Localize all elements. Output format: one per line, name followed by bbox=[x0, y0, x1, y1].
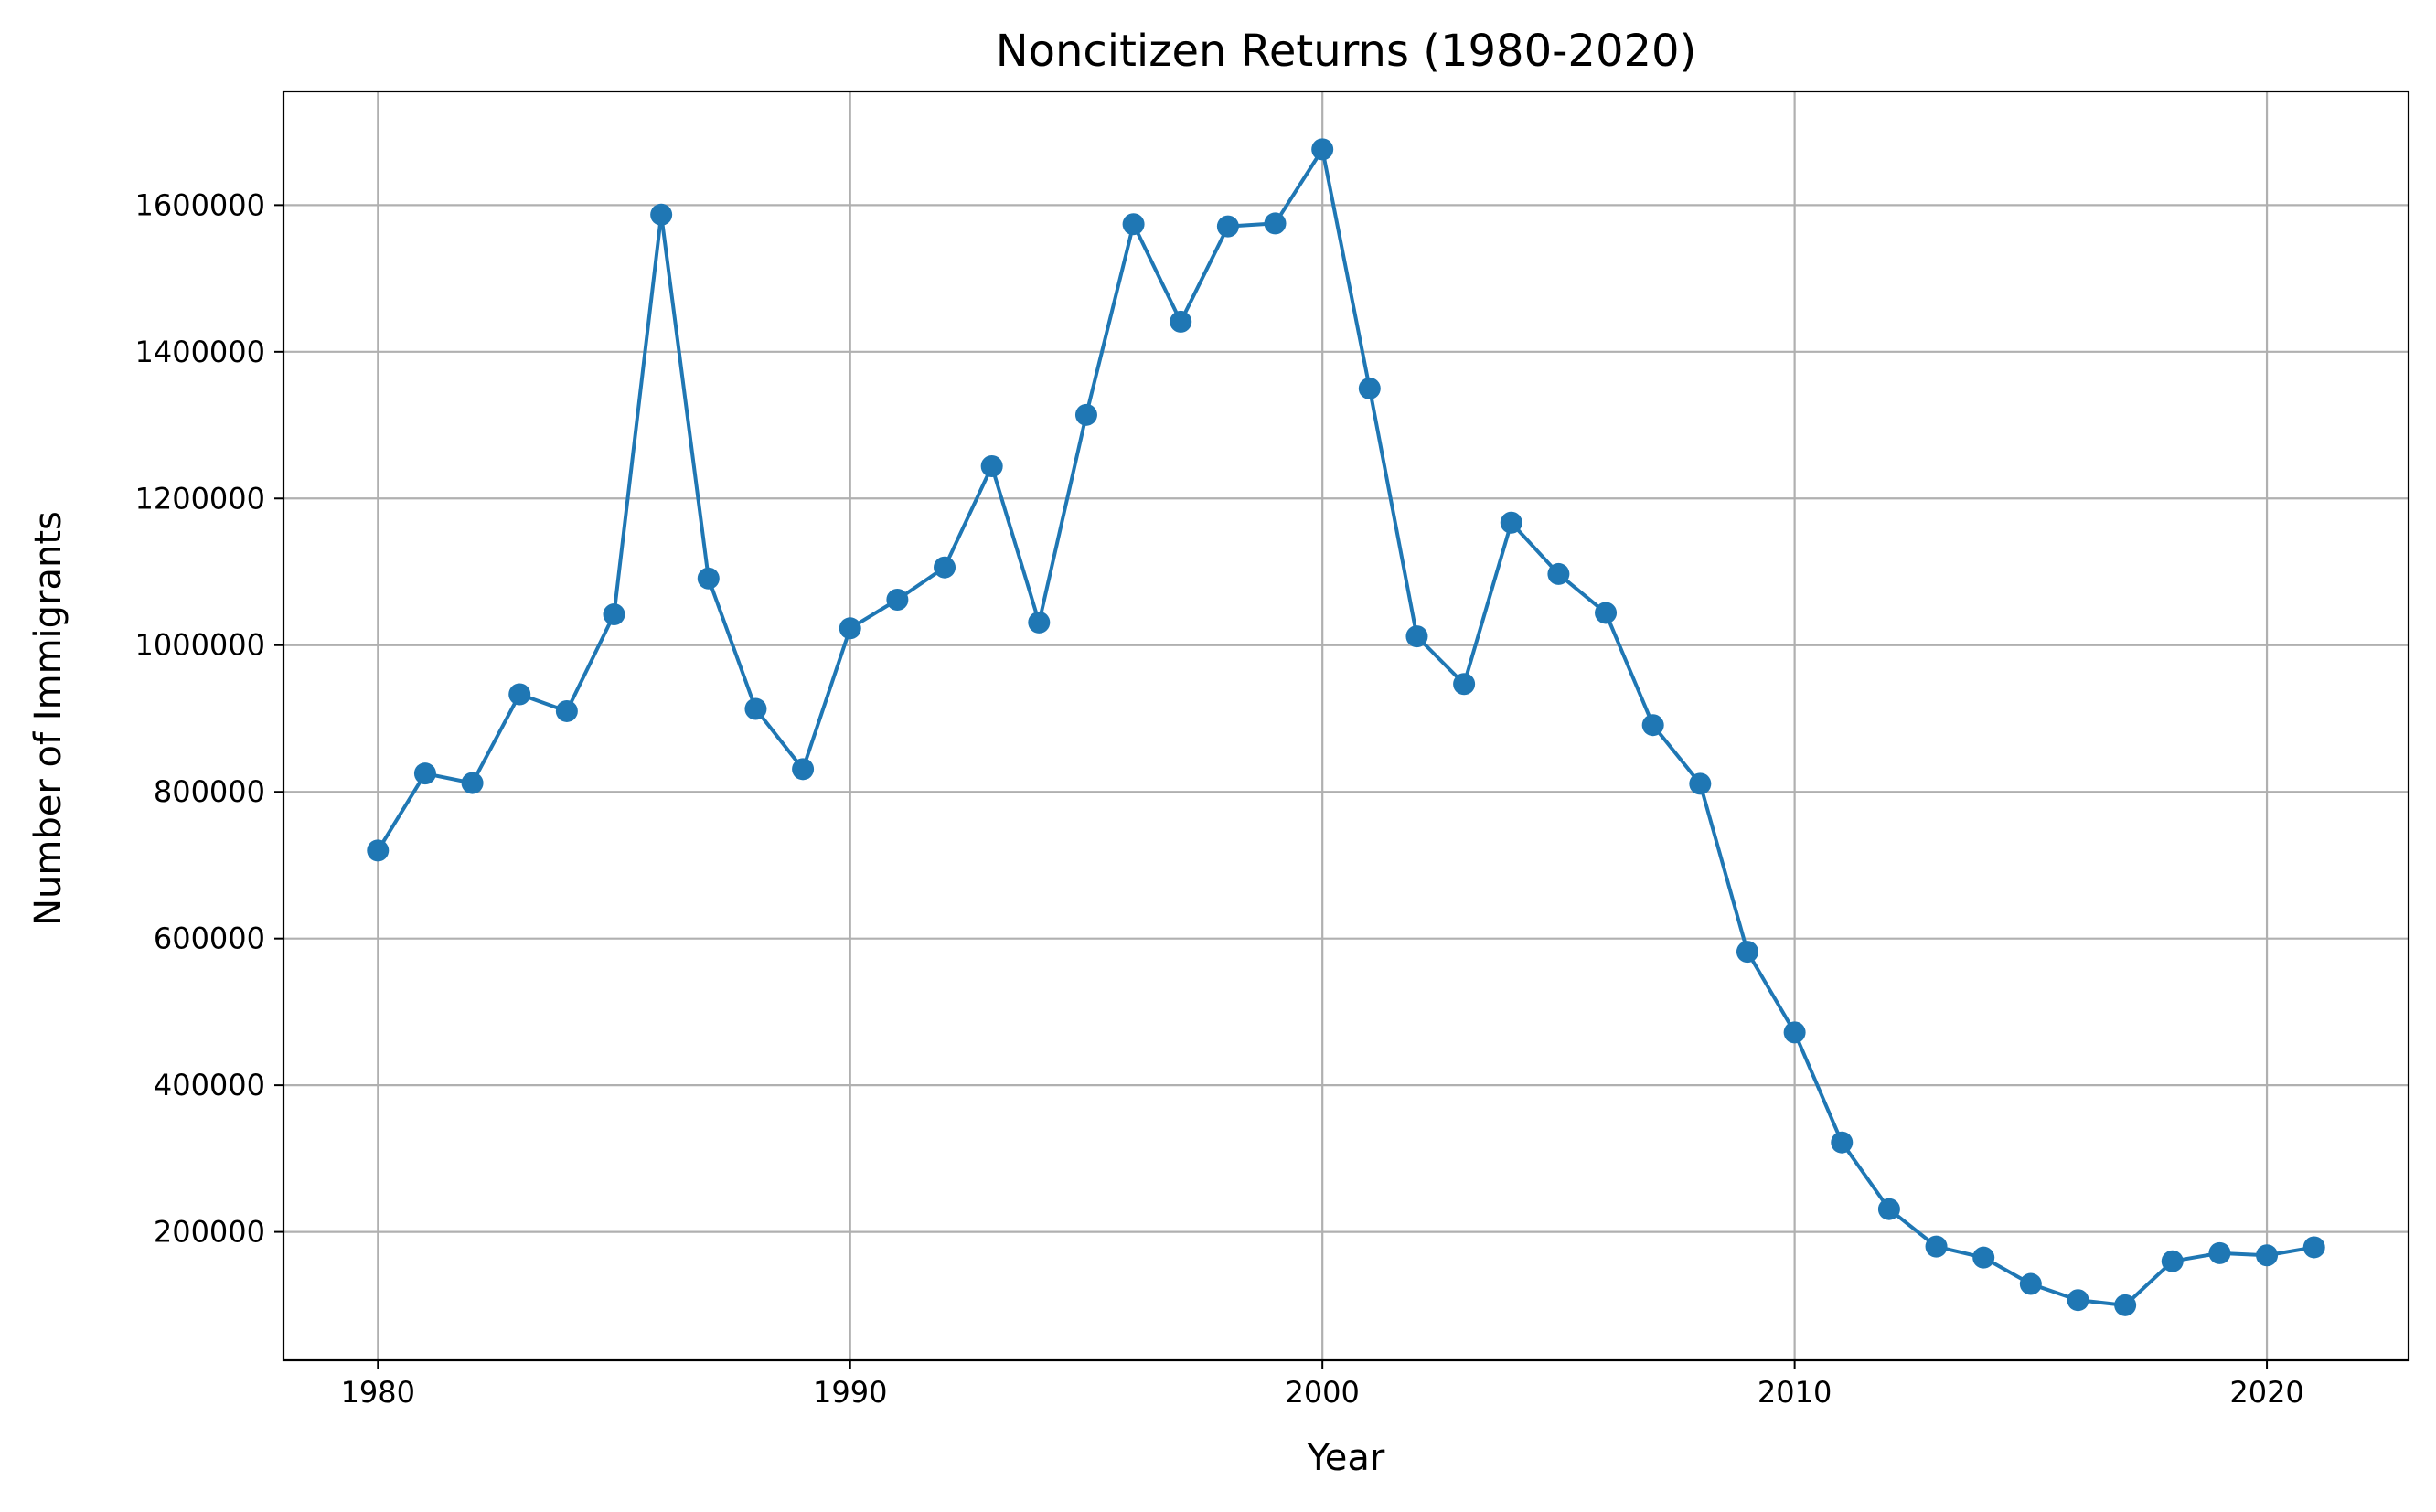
data-point-2012 bbox=[1877, 1198, 1900, 1220]
data-point-2014 bbox=[1972, 1246, 1995, 1269]
data-point-2017 bbox=[2114, 1294, 2137, 1316]
data-point-1987 bbox=[697, 567, 720, 590]
x-tick-label: 2000 bbox=[1285, 1375, 1359, 1410]
data-point-1982 bbox=[461, 772, 484, 794]
data-point-2008 bbox=[1689, 772, 1712, 795]
x-tick-label: 2010 bbox=[1758, 1375, 1832, 1410]
data-point-2003 bbox=[1453, 673, 1476, 696]
data-point-1993 bbox=[980, 454, 1003, 477]
y-tick-label: 1000000 bbox=[134, 628, 265, 663]
x-tick-label: 2020 bbox=[2229, 1375, 2303, 1410]
data-point-2000 bbox=[1311, 138, 1334, 161]
data-point-1991 bbox=[886, 589, 909, 612]
data-point-2016 bbox=[2067, 1289, 2089, 1312]
data-point-1983 bbox=[508, 683, 531, 706]
data-point-1989 bbox=[792, 758, 815, 781]
data-point-1992 bbox=[934, 556, 956, 579]
data-point-1994 bbox=[1028, 611, 1051, 634]
data-point-1988 bbox=[744, 697, 767, 720]
data-point-1981 bbox=[413, 762, 436, 785]
y-tick-label: 1400000 bbox=[134, 335, 265, 369]
chart-title: Noncitizen Returns (1980-2020) bbox=[996, 26, 1697, 77]
data-point-2005 bbox=[1547, 562, 1570, 585]
y-tick-label: 400000 bbox=[154, 1068, 265, 1102]
y-axis-title: Number of Immigrants bbox=[27, 511, 69, 926]
data-point-2009 bbox=[1736, 941, 1758, 964]
data-point-2019 bbox=[2208, 1241, 2231, 1264]
y-tick-label: 600000 bbox=[154, 921, 265, 956]
data-point-2006 bbox=[1595, 602, 1618, 624]
data-point-1990 bbox=[839, 617, 861, 640]
data-series bbox=[367, 138, 2325, 1316]
data-point-2007 bbox=[1641, 714, 1664, 737]
y-tick-label: 1600000 bbox=[134, 187, 265, 222]
data-point-2021 bbox=[2302, 1236, 2325, 1259]
series-line bbox=[376, 147, 2315, 1307]
data-point-2013 bbox=[1925, 1235, 1948, 1258]
x-tick-label: 1990 bbox=[813, 1375, 887, 1410]
y-tick-label: 800000 bbox=[154, 774, 265, 809]
data-point-1980 bbox=[367, 839, 390, 862]
y-tick-label: 200000 bbox=[154, 1215, 265, 1250]
x-tick-label: 1980 bbox=[341, 1375, 415, 1410]
data-point-2001 bbox=[1358, 377, 1381, 399]
data-point-1986 bbox=[650, 203, 673, 226]
data-point-2011 bbox=[1831, 1131, 1854, 1154]
data-point-2020 bbox=[2256, 1244, 2279, 1267]
data-point-2004 bbox=[1500, 511, 1522, 534]
data-point-2002 bbox=[1405, 625, 1428, 648]
x-axis-title: Year bbox=[1307, 1437, 1385, 1479]
data-point-2015 bbox=[2019, 1272, 2042, 1295]
data-point-1999 bbox=[1264, 212, 1287, 235]
data-point-1985 bbox=[603, 603, 625, 626]
data-point-1995 bbox=[1074, 403, 1097, 426]
data-point-1998 bbox=[1216, 215, 1239, 238]
axis-ticks: 1980 1990 2000 2010 2020 200000 400000 600000 80… bbox=[134, 187, 2303, 1410]
data-point-1984 bbox=[555, 699, 578, 722]
grid-lines bbox=[283, 91, 2409, 1360]
plot-area-frame bbox=[282, 90, 2410, 1362]
data-point-1997 bbox=[1170, 310, 1192, 333]
data-point-2018 bbox=[2161, 1250, 2184, 1272]
data-point-1996 bbox=[1122, 213, 1145, 236]
data-point-2010 bbox=[1783, 1021, 1806, 1044]
y-tick-label: 1200000 bbox=[134, 481, 265, 516]
